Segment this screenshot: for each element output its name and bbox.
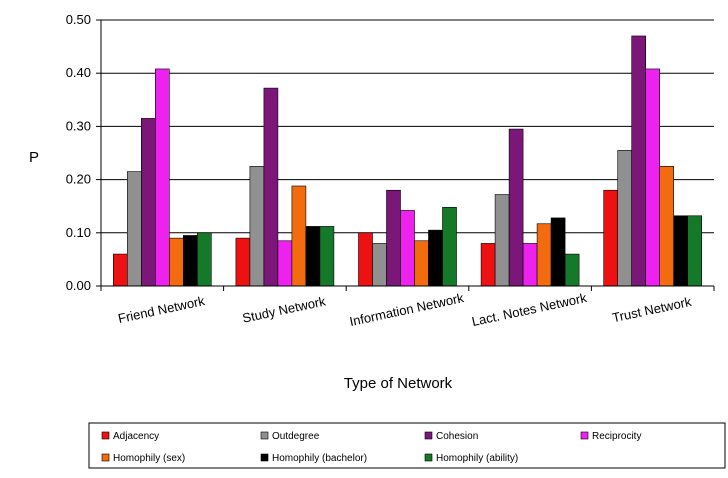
legend-swatch — [260, 431, 269, 440]
bar-cohesion-1 — [141, 118, 156, 287]
bar-outdegree-4 — [494, 194, 510, 287]
bar-reciprocity-4 — [522, 243, 538, 287]
y-axis-title: P — [29, 149, 39, 166]
legend-box — [88, 422, 726, 469]
legend-label: Adjacency — [113, 431, 159, 442]
bar-outdegree-2 — [249, 166, 265, 287]
bar-homophily-bachelor-1 — [183, 235, 198, 287]
bar-adjacency-1 — [113, 253, 128, 287]
bar-cohesion-5 — [631, 35, 647, 287]
bar-homophily-bachelor-5 — [673, 215, 689, 287]
bar-homophily-bachelor-4 — [550, 217, 566, 287]
bar-homophily-sex-4 — [536, 223, 552, 287]
bar-homophily-sex-2 — [291, 185, 307, 287]
y-tick-label: 0.40 — [66, 65, 91, 80]
bar-reciprocity-5 — [645, 68, 661, 287]
legend-swatch — [424, 453, 433, 462]
bar-homophily-ability-5 — [687, 215, 703, 287]
y-tick-label: 0.50 — [66, 12, 91, 27]
legend-swatch — [101, 431, 110, 440]
bar-homophily-ability-2 — [319, 226, 335, 287]
bar-homophily-ability-3 — [442, 206, 457, 287]
legend-label: Cohesion — [436, 431, 478, 442]
bar-homophily-sex-1 — [169, 237, 184, 287]
legend-label: Reciprocity — [592, 431, 641, 442]
bar-outdegree-1 — [127, 171, 142, 287]
axes — [100, 20, 715, 291]
bar-outdegree-3 — [372, 243, 387, 287]
legend: Adjacency Outdegree Cohesion Reciprocity Hom… — [88, 422, 726, 469]
bar-outdegree-5 — [617, 150, 633, 287]
bar-reciprocity-3 — [400, 210, 415, 287]
legend-label: Homophily (bachelor) — [272, 453, 367, 464]
legend-swatch — [101, 453, 110, 462]
y-tick-label: 0.00 — [66, 278, 91, 293]
bar-reciprocity-1 — [155, 68, 170, 287]
x-category-labels: Friend Network Study Network Information N… — [117, 290, 693, 329]
legend-swatch — [424, 431, 433, 440]
bar-cohesion-4 — [508, 128, 524, 287]
bar-adjacency-3 — [358, 232, 373, 287]
bar-homophily-sex-5 — [659, 166, 675, 287]
y-tick-label: 0.10 — [66, 225, 91, 240]
bar-homophily-sex-3 — [414, 240, 429, 287]
bar-adjacency-5 — [603, 189, 619, 287]
y-tick-label: 0.30 — [66, 118, 91, 133]
x-category-label: Friend Network — [117, 293, 207, 326]
bar-cohesion-3 — [386, 189, 401, 287]
legend-label: Homophily (sex) — [113, 453, 185, 464]
legend-swatch — [580, 431, 589, 440]
bar-homophily-ability-1 — [197, 232, 212, 287]
x-category-label: Study Network — [241, 293, 327, 325]
x-category-label: Information Network — [348, 290, 465, 329]
bar-adjacency-4 — [480, 243, 496, 287]
bar-cohesion-2 — [263, 87, 279, 287]
bar-reciprocity-2 — [277, 240, 293, 287]
x-category-label: Lact. Notes Network — [470, 290, 588, 329]
x-axis-title: Type of Network — [344, 375, 453, 392]
legend-label: Outdegree — [272, 431, 320, 442]
bar-homophily-bachelor-3 — [428, 229, 443, 287]
bar-homophily-bachelor-2 — [305, 226, 321, 287]
legend-label: Homophily (ability) — [436, 453, 518, 464]
legend-swatch — [260, 453, 269, 462]
x-category-label: Trust Network — [611, 294, 693, 325]
bar-adjacency-2 — [235, 237, 251, 287]
bar-homophily-ability-4 — [564, 253, 580, 287]
y-tick-labels: 0.00 0.10 0.20 0.30 0.40 0.50 — [66, 12, 91, 293]
y-tick-label: 0.20 — [66, 172, 91, 187]
